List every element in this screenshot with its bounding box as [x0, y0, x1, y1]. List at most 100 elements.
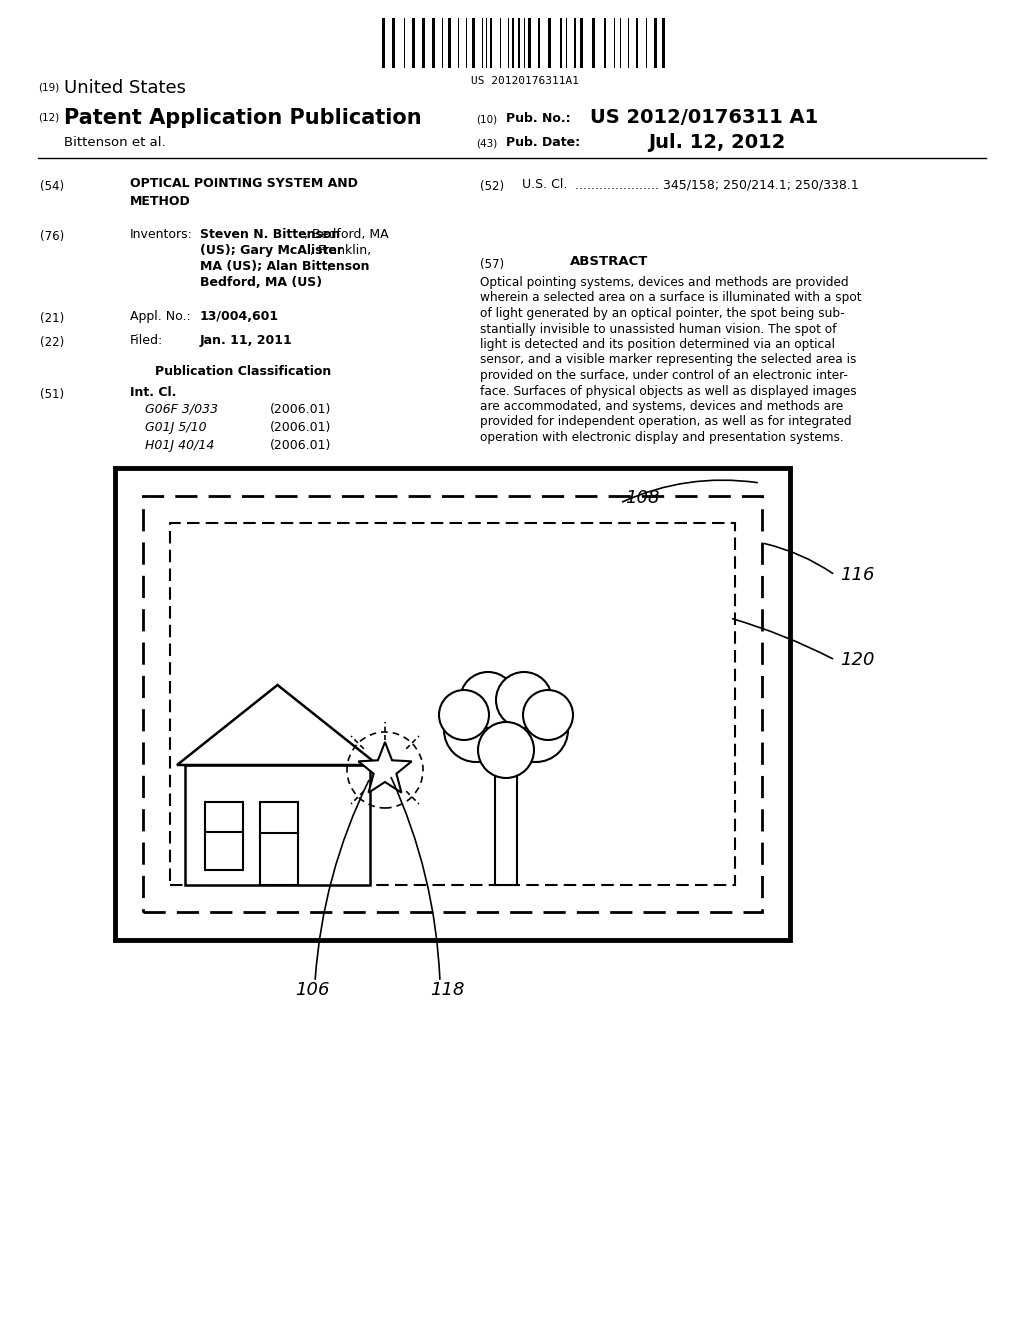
- Bar: [512, 18, 514, 69]
- Bar: [548, 18, 551, 69]
- Text: G01J 5/10: G01J 5/10: [145, 421, 207, 434]
- Text: (51): (51): [40, 388, 65, 401]
- Text: Inventors:: Inventors:: [130, 228, 193, 242]
- Text: (2006.01): (2006.01): [270, 440, 332, 451]
- Polygon shape: [358, 742, 412, 792]
- Text: ,: ,: [327, 260, 331, 273]
- Text: US 20120176311A1: US 20120176311A1: [471, 77, 579, 86]
- Text: ABSTRACT: ABSTRACT: [570, 255, 648, 268]
- Bar: [495, 766, 517, 884]
- Text: U.S. Cl.: U.S. Cl.: [522, 178, 567, 191]
- Bar: [528, 18, 531, 69]
- Text: 13/004,601: 13/004,601: [200, 310, 280, 323]
- Text: OPTICAL POINTING SYSTEM AND: OPTICAL POINTING SYSTEM AND: [130, 177, 357, 190]
- Text: face. Surfaces of physical objects as well as displayed images: face. Surfaces of physical objects as we…: [480, 384, 857, 397]
- FancyArrowPatch shape: [732, 619, 833, 659]
- Bar: [574, 18, 575, 69]
- Bar: [185, 766, 370, 884]
- Text: (10): (10): [476, 114, 497, 124]
- Bar: [143, 496, 762, 912]
- Bar: [422, 18, 425, 69]
- Text: , Bedford, MA: , Bedford, MA: [304, 228, 389, 242]
- Circle shape: [478, 722, 534, 777]
- Text: Optical pointing systems, devices and methods are provided: Optical pointing systems, devices and me…: [480, 276, 849, 289]
- Text: 106: 106: [295, 981, 330, 999]
- Text: (22): (22): [40, 337, 65, 348]
- Text: (57): (57): [480, 257, 504, 271]
- Text: are accommodated, and systems, devices and methods are: are accommodated, and systems, devices a…: [480, 400, 843, 413]
- Text: Pub. Date:: Pub. Date:: [506, 136, 581, 149]
- Text: sensor, and a visible marker representing the selected area is: sensor, and a visible marker representin…: [480, 354, 856, 367]
- Text: wherein a selected area on a surface is illuminated with a spot: wherein a selected area on a surface is …: [480, 292, 861, 305]
- Text: METHOD: METHOD: [130, 195, 190, 209]
- Text: (52): (52): [480, 180, 504, 193]
- Text: Publication Classification: Publication Classification: [155, 366, 331, 378]
- Text: United States: United States: [63, 79, 186, 96]
- Polygon shape: [177, 685, 378, 766]
- Text: Patent Application Publication: Patent Application Publication: [63, 108, 422, 128]
- Text: Jul. 12, 2012: Jul. 12, 2012: [648, 133, 785, 152]
- Text: (2006.01): (2006.01): [270, 421, 332, 434]
- Bar: [412, 18, 415, 69]
- Bar: [580, 18, 583, 69]
- Bar: [592, 18, 595, 69]
- Bar: [490, 18, 492, 69]
- FancyArrowPatch shape: [391, 777, 440, 979]
- Text: (76): (76): [40, 230, 65, 243]
- Bar: [115, 469, 790, 940]
- Text: Jan. 11, 2011: Jan. 11, 2011: [200, 334, 293, 347]
- Text: Steven N. Bittenson: Steven N. Bittenson: [200, 228, 340, 242]
- Text: Appl. No.:: Appl. No.:: [130, 310, 190, 323]
- Text: ..................... 345/158; 250/214.1; 250/338.1: ..................... 345/158; 250/214.1…: [575, 178, 859, 191]
- Text: stantially invisible to unassisted human vision. The spot of: stantially invisible to unassisted human…: [480, 322, 837, 335]
- Text: (2006.01): (2006.01): [270, 403, 332, 416]
- Bar: [538, 18, 540, 69]
- Bar: [260, 803, 298, 840]
- Bar: [472, 18, 475, 69]
- Bar: [518, 18, 520, 69]
- Circle shape: [439, 690, 489, 741]
- Bar: [654, 18, 657, 69]
- Text: MA (US); Alan Bittenson: MA (US); Alan Bittenson: [200, 260, 370, 273]
- Text: (12): (12): [38, 114, 59, 123]
- Bar: [392, 18, 395, 69]
- Text: US 2012/0176311 A1: US 2012/0176311 A1: [590, 108, 818, 127]
- Bar: [170, 523, 735, 884]
- Bar: [432, 18, 435, 69]
- Text: Pub. No.:: Pub. No.:: [506, 112, 570, 125]
- Text: (43): (43): [476, 139, 498, 148]
- Text: (US); Gary McAlister: (US); Gary McAlister: [200, 244, 343, 257]
- Bar: [205, 803, 243, 840]
- Text: (19): (19): [38, 82, 59, 92]
- Bar: [662, 18, 665, 69]
- Text: 118: 118: [430, 981, 465, 999]
- Text: G06F 3/033: G06F 3/033: [145, 403, 218, 416]
- Circle shape: [496, 672, 552, 729]
- Circle shape: [464, 678, 548, 762]
- Text: operation with electronic display and presentation systems.: operation with electronic display and pr…: [480, 432, 844, 444]
- Text: Bittenson et al.: Bittenson et al.: [63, 136, 166, 149]
- Bar: [260, 833, 298, 884]
- Text: 116: 116: [840, 566, 874, 583]
- Bar: [636, 18, 638, 69]
- Circle shape: [444, 698, 508, 762]
- Text: (21): (21): [40, 312, 65, 325]
- FancyArrowPatch shape: [623, 480, 758, 502]
- Text: Bedford, MA (US): Bedford, MA (US): [200, 276, 323, 289]
- Bar: [604, 18, 606, 69]
- Bar: [560, 18, 562, 69]
- FancyArrowPatch shape: [315, 780, 369, 979]
- Text: 108: 108: [625, 488, 659, 507]
- Text: 120: 120: [840, 651, 874, 669]
- Text: (54): (54): [40, 180, 65, 193]
- Bar: [449, 18, 451, 69]
- Circle shape: [504, 698, 568, 762]
- Text: light is detected and its position determined via an optical: light is detected and its position deter…: [480, 338, 835, 351]
- Text: H01J 40/14: H01J 40/14: [145, 440, 214, 451]
- Bar: [205, 832, 243, 870]
- Text: provided for independent operation, as well as for integrated: provided for independent operation, as w…: [480, 416, 852, 429]
- Bar: [382, 18, 385, 69]
- Text: provided on the surface, under control of an electronic inter-: provided on the surface, under control o…: [480, 370, 848, 381]
- Circle shape: [460, 672, 516, 729]
- Text: , Franklin,: , Franklin,: [310, 244, 371, 257]
